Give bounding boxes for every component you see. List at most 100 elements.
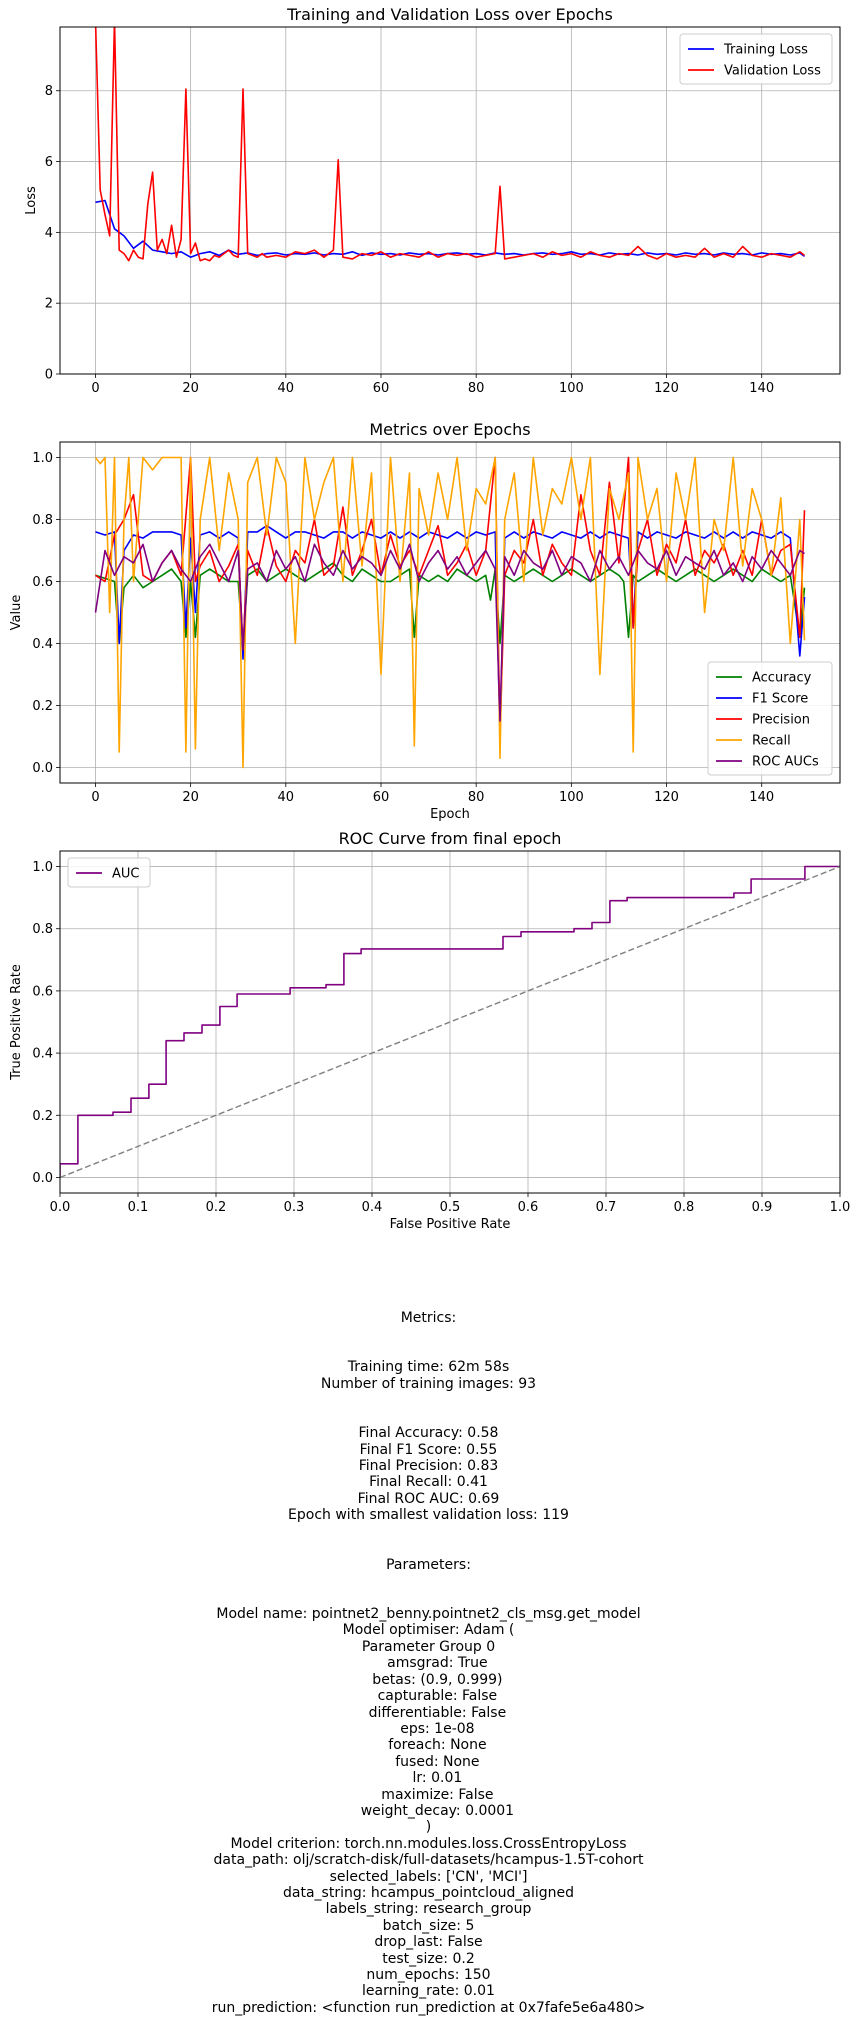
parameter-line: run_prediction: <function run_prediction… xyxy=(211,1999,646,2016)
x-tick-label: 80 xyxy=(468,381,485,396)
legend-box xyxy=(679,33,833,85)
x-axis-label: False Positive Rate xyxy=(390,1217,511,1232)
final-metric-line: Epoch with smallest validation loss: 119 xyxy=(288,1507,569,1524)
x-tick-label: 0.0 xyxy=(50,1200,71,1215)
legend-label: F1 Score xyxy=(752,692,808,707)
y-tick-label: 0 xyxy=(45,368,53,383)
x-tick-label: 0.1 xyxy=(128,1200,149,1215)
parameter-line: maximize: False xyxy=(363,1786,494,1803)
legend-label: ROC AUCs xyxy=(752,755,819,770)
legend: Accuracy F1 Score Precision Recall ROC AUCs xyxy=(707,661,833,776)
y-tick-label: 0.8 xyxy=(32,513,53,528)
y-tick-label: 6 xyxy=(45,155,53,170)
parameters-header: Parameters: xyxy=(386,1556,471,1573)
final-metrics: Final Accuracy: 0.58 Final F1 Score: 0.55… xyxy=(0,1425,857,1523)
y-tick-label: 0.2 xyxy=(32,1109,53,1124)
parameter-line: foreach: None xyxy=(370,1737,487,1754)
legend-box xyxy=(707,661,833,776)
parameters-list: Model name: pointnet2_benny.pointnet2_cl… xyxy=(0,1606,857,2016)
x-tick-label: 120 xyxy=(654,381,679,396)
y-tick-label: 1.0 xyxy=(32,860,53,875)
series-line-recall xyxy=(94,456,806,769)
x-tick-label: 140 xyxy=(749,790,774,805)
parameter-line: amsgrad: True xyxy=(369,1655,488,1672)
parameter-line: drop_last: False xyxy=(374,1934,483,1951)
chart-title: ROC Curve from final epoch xyxy=(339,829,562,848)
x-tick-label: 0.9 xyxy=(752,1200,773,1215)
chart-2: 0 20 40 60 80 100 120 140 0.0 0.2 0.4 0.6 0.8 1.0 Metr… xyxy=(9,420,841,822)
series-line-validation-loss xyxy=(94,27,805,262)
parameter-line: num_epochs: 150 xyxy=(366,1967,491,1983)
parameter-line: capturable: False xyxy=(359,1688,498,1705)
training-line: Training time: 62m 58s xyxy=(347,1359,510,1376)
legend-label: AUC xyxy=(112,867,140,882)
chart-title: Training and Validation Loss over Epochs xyxy=(286,5,613,24)
x-tick-label: 40 xyxy=(278,790,295,805)
x-tick-label: 0.7 xyxy=(596,1200,617,1215)
parameter-line: selected_labels: ['CN', 'MCI'] xyxy=(329,1868,528,1885)
x-tick-label: 80 xyxy=(468,790,485,805)
parameter-line: betas: (0.9, 0.999) xyxy=(354,1671,503,1688)
legend-label: Validation Loss xyxy=(724,64,821,79)
parameter-line: Model optimiser: Adam ( xyxy=(342,1622,515,1639)
legend-label: Accuracy xyxy=(752,671,812,686)
x-axis-label: Epoch xyxy=(430,807,470,822)
x-tick-label: 20 xyxy=(182,381,199,396)
y-tick-label: 0.4 xyxy=(32,1047,53,1062)
final-metric-line: Final ROC AUC: 0.69 xyxy=(357,1490,500,1507)
series-line-precision xyxy=(95,456,806,738)
legend-label: Precision xyxy=(752,713,810,728)
final-metric-line: Final F1 Score: 0.55 xyxy=(359,1441,498,1458)
x-tick-label: 0.5 xyxy=(440,1200,461,1215)
legend: AUC xyxy=(67,857,151,888)
parameter-line: Parameter Group 0 xyxy=(361,1638,496,1655)
series-line-diagonal xyxy=(60,865,840,1179)
parameter-line: differentiable: False xyxy=(350,1704,507,1721)
y-tick-label: 8 xyxy=(45,84,53,99)
parameter-line: batch_size: 5 xyxy=(382,1917,475,1934)
parameter-line: fused: None xyxy=(377,1753,480,1770)
y-axis-label: True Positive Rate xyxy=(9,964,24,1081)
parameter-line: test_size: 0.2 xyxy=(382,1950,475,1967)
y-tick-label: 0.0 xyxy=(32,1171,53,1186)
training-line: Number of training images: 93 xyxy=(320,1375,537,1392)
x-tick-label: 40 xyxy=(278,381,295,396)
y-tick-label: 0.2 xyxy=(32,699,53,714)
y-tick-label: 0.0 xyxy=(32,761,53,776)
charts-canvas: 0 20 40 60 80 100 120 140 0 2 4 6 8 Training and Vali… xyxy=(9,5,850,1232)
plot-frame xyxy=(59,26,841,375)
y-tick-label: 0.4 xyxy=(32,637,53,652)
legend-label: Recall xyxy=(752,734,791,749)
x-tick-label: 60 xyxy=(373,381,390,396)
parameter-line: lr: 0.01 xyxy=(394,1770,463,1787)
final-metric-line: Final Recall: 0.41 xyxy=(369,1474,488,1491)
x-tick-label: 60 xyxy=(373,790,390,805)
x-tick-label: 20 xyxy=(182,790,199,805)
legend: Training Loss Validation Loss xyxy=(679,33,833,85)
x-tick-label: 120 xyxy=(654,790,679,805)
x-tick-label: 100 xyxy=(559,790,584,805)
final-metric-line: Final Accuracy: 0.58 xyxy=(358,1425,499,1442)
y-tick-label: 1.0 xyxy=(32,451,53,466)
x-tick-label: 0.2 xyxy=(206,1200,227,1215)
y-tick-label: 2 xyxy=(45,297,53,312)
legend-box xyxy=(67,857,151,888)
series-line-auc xyxy=(60,865,840,1178)
parameter-line: Model name: pointnet2_benny.pointnet2_cl… xyxy=(216,1606,641,1623)
x-tick-label: 140 xyxy=(749,381,774,396)
y-axis-label: Value xyxy=(9,595,24,631)
x-tick-label: 0.4 xyxy=(362,1200,383,1215)
parameter-line: eps: 1e-08 xyxy=(382,1720,475,1737)
x-tick-label: 0.3 xyxy=(284,1200,305,1215)
series-line-training-loss xyxy=(95,199,805,259)
series-line-accuracy xyxy=(95,562,806,651)
series-line-roc-aucs xyxy=(94,543,805,722)
x-tick-label: 0.6 xyxy=(518,1200,539,1215)
chart-1: 0 20 40 60 80 100 120 140 0 2 4 6 8 Training and Vali… xyxy=(24,5,841,396)
training-info: Training time: 62m 58s Number of training… xyxy=(0,1359,857,1392)
chart-title: Metrics over Epochs xyxy=(369,420,530,439)
parameter-line: Model criterion: torch.nn.modules.loss.C… xyxy=(230,1835,627,1852)
parameter-line: learning_rate: 0.01 xyxy=(362,1983,495,2000)
x-tick-label: 100 xyxy=(559,381,584,396)
plot-frame xyxy=(59,441,841,784)
